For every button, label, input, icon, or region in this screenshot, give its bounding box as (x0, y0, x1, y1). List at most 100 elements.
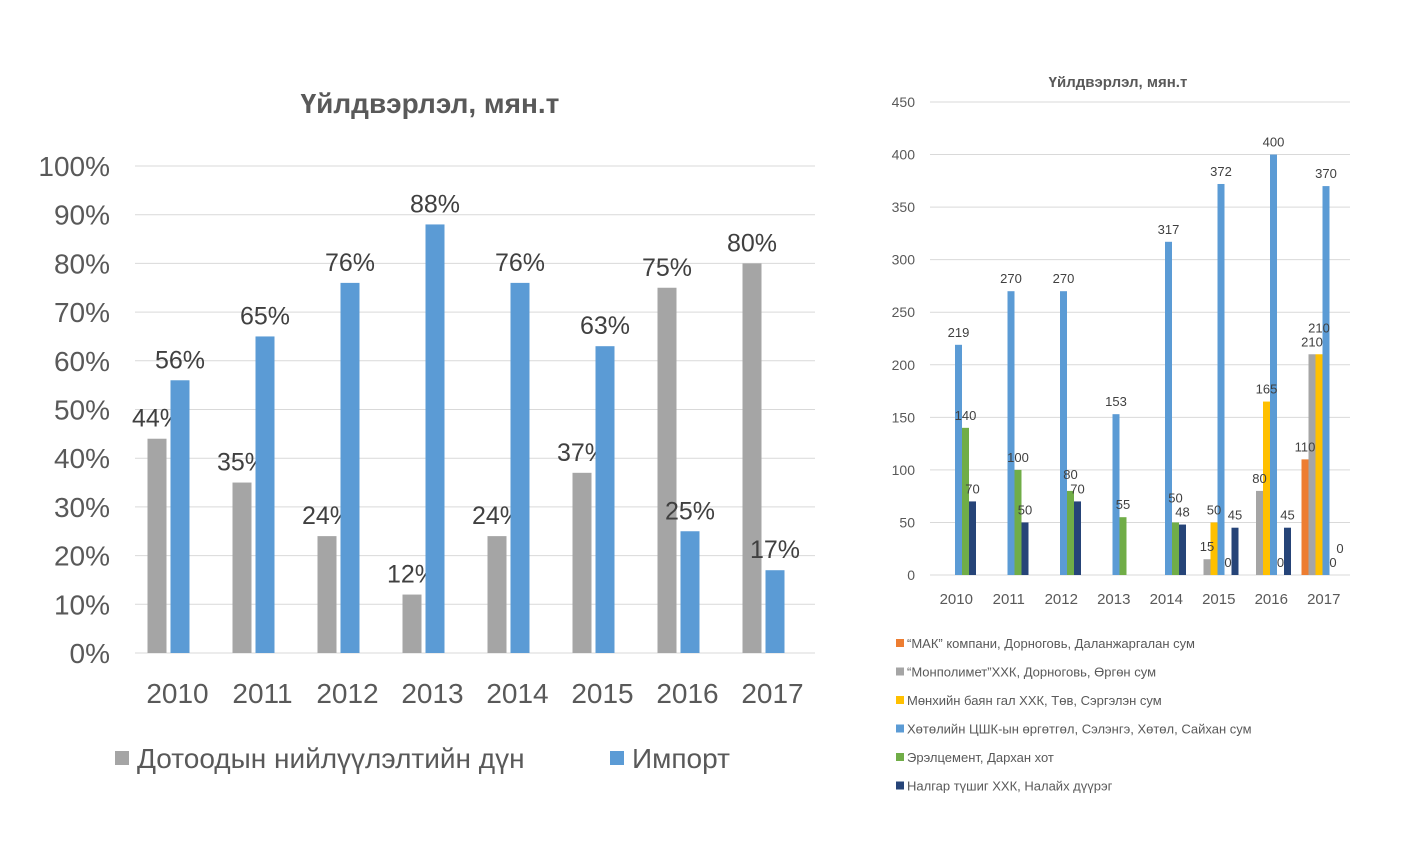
legend-label: Импорт (632, 743, 730, 774)
bar-domestic (742, 263, 762, 653)
bar-domestic (487, 536, 507, 653)
bar (1067, 490, 1074, 575)
bar-import (340, 282, 360, 653)
y-tick-label: 60% (54, 346, 110, 377)
y-tick-label: 450 (892, 94, 916, 110)
bar-domestic (572, 472, 592, 653)
bar (1270, 154, 1277, 576)
bar (962, 427, 969, 575)
data-label: 48 (1175, 505, 1189, 520)
data-label: 76% (495, 249, 545, 277)
chart-title: Үйлдвэрлэл, мян.т (301, 88, 560, 119)
x-tick-label: 2014 (486, 678, 548, 709)
data-label: 270 (1000, 271, 1022, 286)
data-label: 153 (1105, 394, 1127, 409)
legend-label: Налгар түшиг ХХК, Налайх дүүрэг (907, 779, 1113, 794)
bar-import (425, 224, 445, 653)
data-label: 75% (642, 254, 692, 282)
bar-domestic (317, 536, 337, 653)
bar (1007, 291, 1015, 575)
bar (1210, 522, 1218, 575)
bar-domestic (402, 594, 422, 653)
data-label: 50 (1168, 490, 1182, 505)
data-label: 70 (1070, 481, 1084, 496)
data-label: 372 (1210, 164, 1232, 179)
data-label: 50 (1018, 502, 1032, 517)
x-tick-label: 2017 (741, 678, 803, 709)
y-tick-label: 10% (54, 589, 110, 620)
y-tick-label: 100% (38, 151, 110, 182)
bar-import (680, 531, 700, 653)
y-tick-label: 200 (892, 357, 916, 373)
legend-swatch (896, 753, 904, 761)
bar-import (510, 282, 530, 653)
legend-swatch (896, 639, 904, 647)
data-label: 110 (1295, 439, 1316, 454)
bar (1112, 414, 1120, 575)
legend-swatch (896, 724, 904, 733)
bar-domestic (147, 438, 167, 653)
x-tick-label: 2010 (940, 591, 973, 608)
x-tick-label: 2012 (1045, 591, 1078, 608)
bar (1256, 490, 1263, 575)
y-tick-label: 300 (892, 252, 916, 268)
bar (1322, 186, 1330, 576)
data-label: 0 (1224, 555, 1231, 570)
data-label: 55 (1116, 497, 1130, 512)
legend-label: Хөтөлийн ЦШК-ын өргөтгөл, Сэлэнгэ, Хөтөл… (907, 722, 1252, 737)
data-label: 50 (1207, 502, 1221, 517)
legend-swatch (896, 667, 904, 676)
data-label: 88% (410, 190, 460, 218)
data-label: 15 (1200, 539, 1214, 554)
legend-label: Эрэлцемент, Дархан хот (907, 750, 1054, 765)
x-tick-label: 2013 (1097, 591, 1130, 608)
bar-import (255, 336, 275, 653)
bar (969, 501, 976, 575)
data-label: 140 (955, 408, 977, 423)
x-tick-label: 2011 (232, 678, 292, 709)
y-tick-label: 20% (54, 541, 110, 572)
bar (1203, 559, 1211, 575)
y-tick-label: 150 (892, 409, 916, 425)
legend-label: Мөнхийн баян гал ХХК, Төв, Сэргэлэн сум (907, 693, 1162, 708)
data-label: 80 (1063, 467, 1077, 482)
y-tick-label: 0 (907, 567, 915, 583)
bar-import (765, 570, 785, 653)
y-tick-label: 400 (892, 147, 916, 163)
x-tick-label: 2015 (1202, 591, 1235, 608)
y-tick-label: 50 (899, 514, 915, 530)
bar (1119, 517, 1127, 575)
bar-import (595, 346, 615, 653)
legend-label: Дотоодын нийлүүлэлтийн дүн (137, 743, 525, 774)
legend-label: “Монполимет”ХХК, Дорноговь, Өргөн сум (907, 665, 1156, 680)
x-tick-label: 2017 (1307, 591, 1340, 608)
data-label: 210 (1308, 320, 1330, 335)
bar (1014, 469, 1022, 575)
data-label: 317 (1158, 222, 1180, 237)
bar (1315, 354, 1323, 575)
data-label: 400 (1263, 135, 1285, 150)
y-tick-label: 80% (54, 248, 110, 279)
bar (1301, 459, 1309, 575)
y-tick-label: 250 (892, 304, 916, 320)
data-label: 45 (1228, 508, 1242, 523)
x-tick-label: 2016 (1255, 591, 1288, 608)
bar-domestic (657, 287, 677, 653)
bar-import (170, 380, 190, 653)
y-tick-label: 50% (54, 395, 110, 426)
data-label: 100 (1007, 450, 1029, 465)
bar (1021, 522, 1029, 575)
data-label: 219 (948, 325, 970, 340)
bar-domestic (232, 482, 252, 653)
data-label: 65% (240, 302, 290, 330)
data-label: 25% (665, 497, 715, 525)
data-label: 80 (1252, 471, 1266, 486)
legend-swatch (896, 781, 904, 790)
data-label: 0 (1329, 555, 1336, 570)
bar (955, 344, 962, 575)
bar (1284, 527, 1291, 575)
y-tick-label: 70% (54, 297, 110, 328)
data-label: 63% (580, 312, 630, 340)
bar (1074, 501, 1081, 575)
